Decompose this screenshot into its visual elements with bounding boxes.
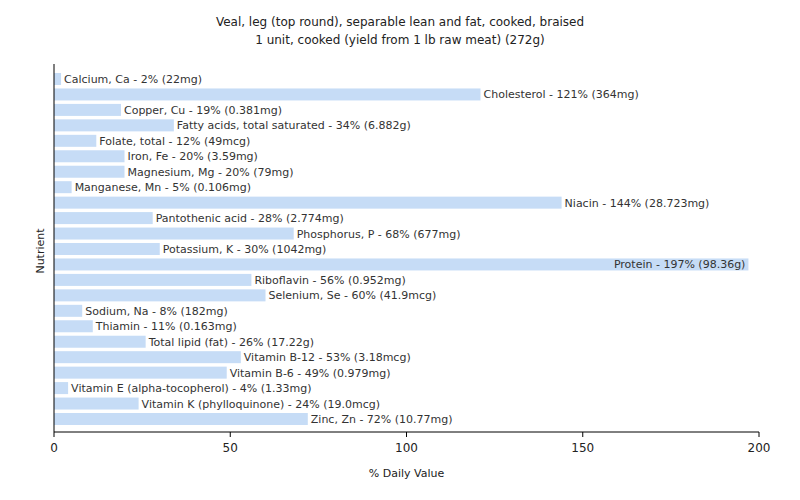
data-label: Magnesium, Mg - 20% (79mg)	[128, 166, 294, 179]
y-label: Nutrient	[34, 228, 47, 274]
bar	[54, 320, 93, 332]
data-label: Vitamin E (alpha-tocopherol) - 4% (1.33m…	[71, 382, 311, 395]
data-label: Vitamin B-12 - 53% (3.18mcg)	[244, 351, 411, 364]
data-label: Calcium, Ca - 2% (22mg)	[64, 73, 202, 86]
data-label: Phosphorus, P - 68% (677mg)	[297, 228, 461, 241]
bar	[54, 150, 125, 162]
x-tick-label: 150	[571, 441, 594, 455]
bar	[54, 181, 72, 193]
data-label: Potassium, K - 30% (1042mg)	[163, 243, 327, 256]
bar	[54, 73, 61, 85]
x-tick	[759, 432, 760, 437]
bar	[54, 398, 139, 410]
x-tick-label: 200	[748, 441, 771, 455]
data-label: Total lipid (fat) - 26% (17.22g)	[148, 336, 314, 349]
bar	[54, 336, 146, 348]
bar	[54, 351, 241, 363]
y-axis	[54, 64, 55, 432]
bars	[54, 73, 748, 425]
data-label: Copper, Cu - 19% (0.381mg)	[124, 104, 282, 117]
data-label: Vitamin B-6 - 49% (0.979mg)	[230, 367, 391, 380]
data-label: Selenium, Se - 60% (41.9mcg)	[269, 289, 437, 302]
data-label: Pantothenic acid - 28% (2.774mg)	[156, 212, 344, 225]
data-label: Cholesterol - 121% (364mg)	[484, 88, 639, 101]
chart: Veal, leg (top round), separable lean an…	[0, 0, 800, 500]
bar	[54, 258, 748, 270]
data-label: Vitamin K (phylloquinone) - 24% (19.0mcg…	[142, 398, 380, 411]
data-label: Iron, Fe - 20% (3.59mg)	[128, 150, 258, 163]
bar	[54, 243, 160, 255]
bar	[54, 382, 68, 394]
data-label: Fatty acids, total saturated - 34% (6.88…	[177, 119, 411, 132]
data-label: Protein - 197% (98.36g)	[614, 258, 746, 271]
data-label: Riboflavin - 56% (0.952mg)	[254, 274, 405, 287]
bar	[54, 413, 308, 425]
bar	[54, 289, 266, 301]
bar	[54, 228, 294, 240]
bar	[54, 119, 174, 131]
data-label: Folate, total - 12% (49mcg)	[99, 135, 250, 148]
x-tick-label: 0	[50, 441, 58, 455]
x-tick	[54, 432, 55, 437]
data-label: Thiamin - 11% (0.163mg)	[95, 320, 237, 333]
bar	[54, 274, 251, 286]
bar	[54, 104, 121, 116]
bar	[54, 367, 227, 379]
title: Veal, leg (top round), separable lean an…	[216, 15, 584, 29]
subtitle: 1 unit, cooked (yield from 1 lb raw meat…	[255, 33, 545, 47]
x-tick	[406, 432, 407, 437]
x-tick	[230, 432, 231, 437]
x-tick	[582, 432, 583, 437]
data-label: Zinc, Zn - 72% (10.77mg)	[311, 413, 453, 426]
bar	[54, 166, 125, 178]
data-labels: Calcium, Ca - 2% (22mg) Cholesterol - 121…	[64, 73, 745, 426]
data-label: Niacin - 144% (28.723mg)	[565, 197, 710, 210]
x-tick-label: 50	[223, 441, 238, 455]
bar	[54, 88, 481, 100]
x-tick-label: 100	[395, 441, 418, 455]
bar	[54, 197, 562, 209]
bar	[54, 305, 82, 317]
bar	[54, 212, 153, 224]
data-label: Manganese, Mn - 5% (0.106mg)	[75, 181, 251, 194]
x-label: % Daily Value	[369, 467, 445, 480]
bar	[54, 135, 96, 147]
data-label: Sodium, Na - 8% (182mg)	[85, 305, 228, 318]
